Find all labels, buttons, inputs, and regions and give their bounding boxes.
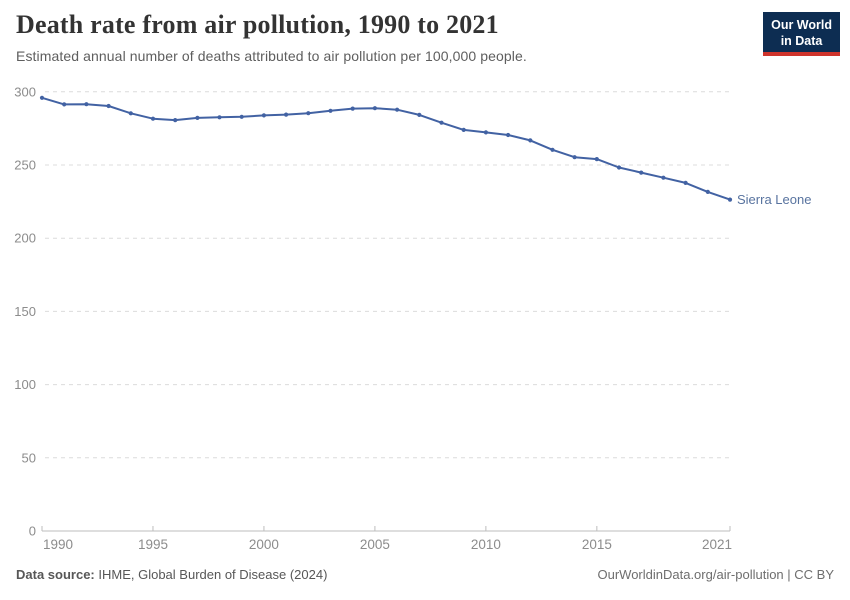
data-point bbox=[594, 157, 599, 162]
owid-logo: Our World in Data bbox=[763, 12, 840, 56]
data-point bbox=[705, 189, 710, 194]
data-point bbox=[261, 113, 266, 118]
data-point bbox=[417, 112, 422, 117]
chart-subtitle: Estimated annual number of deaths attrib… bbox=[16, 48, 527, 64]
data-point bbox=[106, 103, 111, 109]
owid-logo-line1: Our World bbox=[771, 18, 832, 32]
data-point bbox=[661, 175, 666, 180]
data-point bbox=[372, 106, 377, 111]
data-point bbox=[306, 111, 311, 116]
data-point bbox=[395, 107, 400, 112]
data-point bbox=[483, 130, 488, 135]
data-point bbox=[195, 115, 200, 120]
chart-title: Death rate from air pollution, 1990 to 2… bbox=[16, 10, 499, 39]
entity-label: Sierra Leone bbox=[737, 192, 811, 207]
data-point bbox=[284, 112, 289, 117]
data-source: Data source: IHME, Global Burden of Dise… bbox=[16, 567, 327, 582]
y-tick-label: 200 bbox=[14, 231, 36, 246]
x-tick-label: 2000 bbox=[249, 537, 279, 552]
data-point bbox=[439, 120, 444, 125]
data-point bbox=[572, 155, 577, 160]
y-tick-label: 300 bbox=[14, 84, 36, 99]
data-point bbox=[506, 132, 511, 138]
y-tick-label: 50 bbox=[22, 450, 36, 465]
data-source-text: IHME, Global Burden of Disease (2024) bbox=[98, 567, 328, 582]
data-point bbox=[683, 180, 688, 185]
data-point bbox=[217, 115, 222, 120]
x-tick-label: 1995 bbox=[138, 537, 168, 552]
data-point bbox=[173, 118, 178, 123]
data-point bbox=[62, 102, 67, 107]
credit-link[interactable]: OurWorldinData.org/air-pollution | CC BY bbox=[597, 567, 834, 582]
x-tick-label: 2005 bbox=[360, 537, 390, 552]
y-gridlines-and-labels: 0 50 100 150 200 250 300 bbox=[14, 84, 730, 539]
data-point bbox=[350, 106, 355, 111]
owid-logo-line2: in Data bbox=[780, 34, 823, 48]
y-tick-label: 250 bbox=[14, 158, 36, 173]
y-tick-label: 0 bbox=[29, 524, 36, 539]
data-point bbox=[528, 138, 533, 143]
x-tick-label: 2021 bbox=[702, 537, 732, 552]
data-point bbox=[150, 116, 156, 121]
y-tick-label: 100 bbox=[14, 377, 36, 392]
data-line bbox=[41, 96, 731, 201]
data-point bbox=[550, 147, 555, 152]
x-axis: 1990 1995 2000 2005 2010 2015 2021 bbox=[41, 526, 732, 552]
x-tick-label: 1990 bbox=[43, 537, 73, 552]
y-tick-label: 150 bbox=[14, 304, 36, 319]
x-tick-label: 2010 bbox=[471, 537, 501, 552]
chart-footer: Data source: IHME, Global Burden of Dise… bbox=[16, 567, 834, 582]
data-point bbox=[727, 197, 733, 202]
x-tick-label: 2015 bbox=[582, 537, 612, 552]
data-point bbox=[461, 127, 466, 132]
chart-header: Death rate from air pollution, 1990 to 2… bbox=[16, 10, 756, 64]
data-point bbox=[128, 111, 133, 116]
data-point bbox=[616, 165, 622, 170]
data-source-label: Data source: bbox=[16, 567, 95, 582]
data-point bbox=[639, 170, 644, 175]
data-point bbox=[84, 102, 89, 107]
data-point bbox=[239, 114, 244, 119]
data-points bbox=[39, 95, 733, 202]
data-point bbox=[39, 95, 45, 100]
data-point bbox=[328, 108, 333, 113]
